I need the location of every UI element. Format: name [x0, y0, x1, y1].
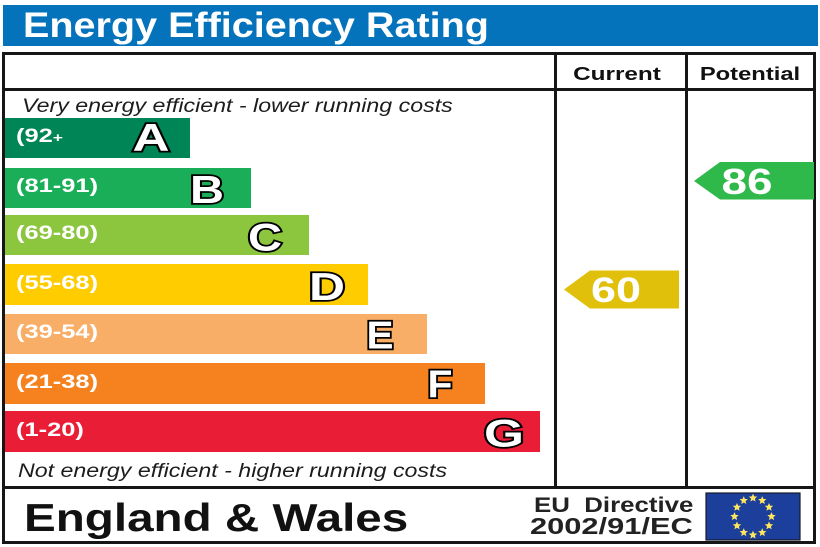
svg-text:A: A: [133, 117, 170, 160]
svg-text:F: F: [428, 364, 453, 407]
svg-text:G: G: [484, 413, 524, 456]
svg-text:60: 60: [591, 271, 641, 310]
svg-text:C: C: [248, 217, 282, 260]
svg-text:B: B: [190, 169, 224, 212]
svg-text:E: E: [367, 315, 394, 358]
svg-text:86: 86: [722, 161, 773, 202]
svg-text:D: D: [309, 266, 345, 309]
